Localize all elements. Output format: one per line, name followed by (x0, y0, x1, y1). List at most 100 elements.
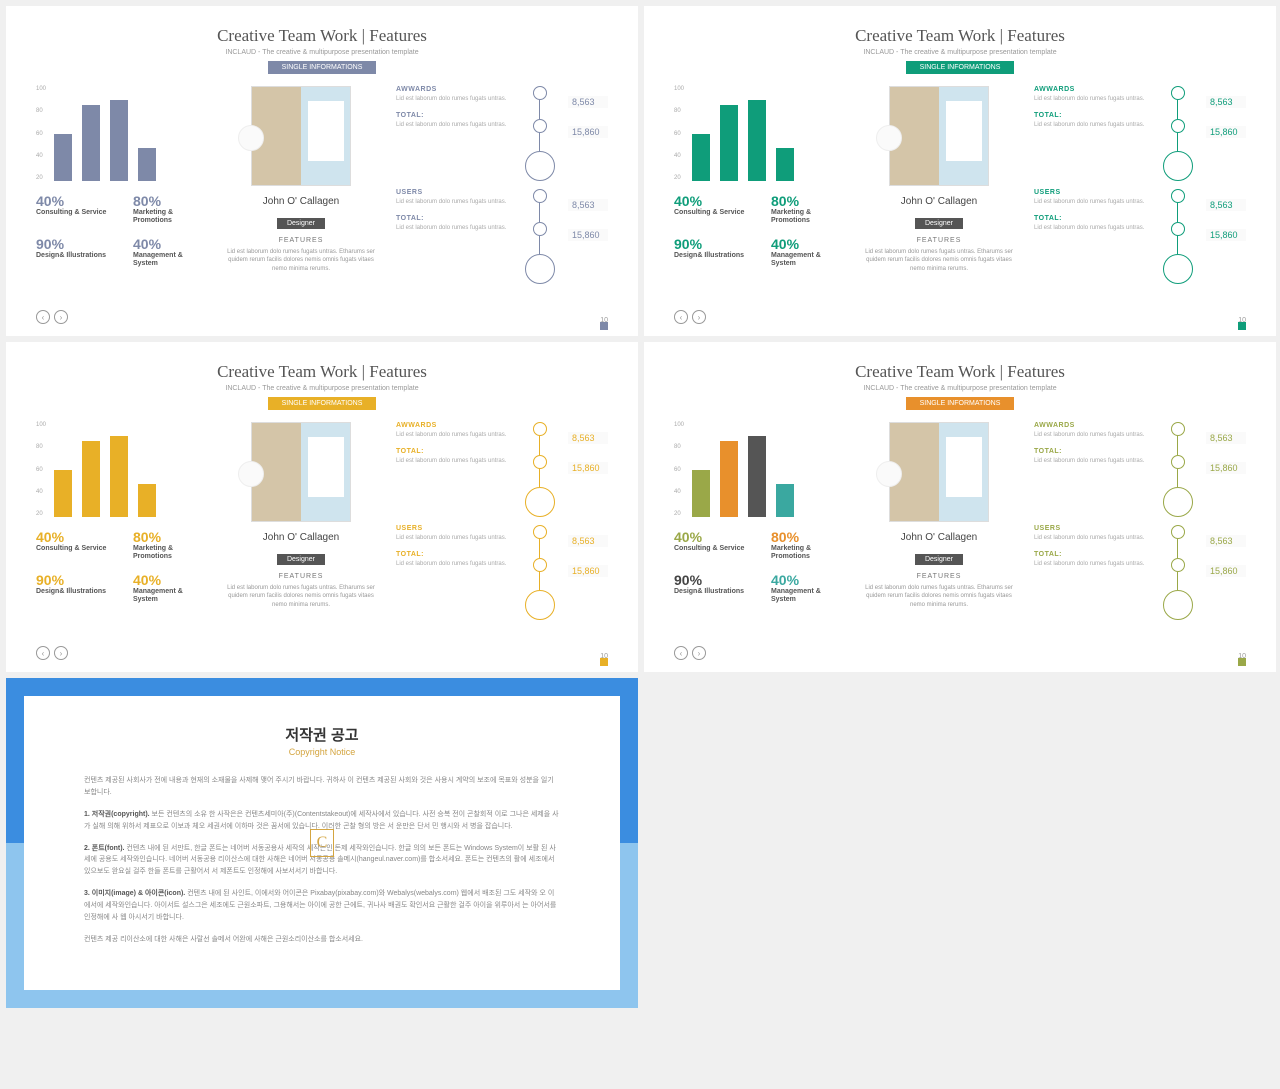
timeline (1155, 525, 1200, 620)
info-value: 15,860 (1206, 565, 1246, 577)
features-text: Lid est laborum dolo rumes fugats untras… (864, 584, 1014, 609)
features-text: Lid est laborum dolo rumes fugats untras… (226, 584, 376, 609)
timeline-circle (1163, 151, 1193, 181)
stat-item: 80% Marketing & Promotions (133, 193, 206, 226)
bar-chart: 10080604020 (36, 422, 206, 517)
timeline-line (539, 539, 540, 558)
next-arrow-icon[interactable]: › (54, 310, 68, 324)
value-column: 8,563 15,860 (568, 86, 608, 181)
info-text: Lid est laborum dolo rumes fugats untras… (396, 561, 511, 569)
timeline-dot (533, 86, 547, 100)
timeline-dot (1171, 422, 1185, 436)
y-tick: 80 (674, 444, 684, 450)
timeline-line (1177, 436, 1178, 455)
stat-pct: 40% (771, 236, 844, 252)
next-arrow-icon[interactable]: › (692, 310, 706, 324)
timeline-dot (1171, 525, 1185, 539)
info-value: 8,563 (568, 96, 608, 108)
y-tick: 40 (674, 153, 684, 159)
stat-label: Consulting & Service (36, 545, 109, 553)
page-marker (600, 658, 608, 666)
stat-pct: 90% (36, 236, 109, 252)
info-subtitle: TOTAL: (1034, 112, 1149, 119)
feature-slide: Creative Team Work | Features INCLAUD - … (6, 6, 638, 336)
feature-slide: Creative Team Work | Features INCLAUD - … (6, 342, 638, 672)
next-arrow-icon[interactable]: › (54, 646, 68, 660)
prev-arrow-icon[interactable]: ‹ (674, 646, 688, 660)
right-column: AWWARDS Lid est laborum dolo rumes fugat… (396, 86, 608, 284)
timeline-line (539, 133, 540, 152)
stat-item: 40% Consulting & Service (674, 193, 747, 226)
timeline-line (539, 100, 540, 119)
info-column: USERS Lid est laborum dolo rumes fugats … (1034, 525, 1149, 620)
prev-arrow-icon[interactable]: ‹ (36, 646, 50, 660)
timeline-line (1177, 236, 1178, 255)
timeline-dot (533, 422, 547, 436)
info-column: USERS Lid est laborum dolo rumes fugats … (1034, 189, 1149, 284)
left-column: 10080604020 40% Consulting & Service 80%… (36, 86, 206, 284)
chart-bar (110, 100, 128, 181)
value-column: 8,563 15,860 (1206, 422, 1246, 517)
stat-item: 40% Management & System (133, 572, 206, 605)
stat-pct: 80% (771, 193, 844, 209)
info-subtitle: TOTAL: (396, 112, 511, 119)
role-badge: Designer (915, 554, 963, 565)
info-title: AWWARDS (1034, 422, 1149, 429)
stat-label: Design& Illustrations (674, 588, 747, 596)
timeline-line (539, 572, 540, 591)
timeline-line (1177, 133, 1178, 152)
timeline-dot (533, 222, 547, 236)
page-marker (1238, 658, 1246, 666)
role-badge: Designer (277, 554, 325, 565)
mid-column: John O' Callagen Designer FEATURES Lid e… (226, 422, 376, 620)
timeline-dot (1171, 222, 1185, 236)
info-title: AWWARDS (396, 422, 511, 429)
stat-item: 40% Management & System (771, 236, 844, 269)
chart-bar (748, 436, 766, 517)
chart-bar (82, 105, 100, 181)
info-column: AWWARDS Lid est laborum dolo rumes fugat… (1034, 422, 1149, 517)
timeline-line (1177, 572, 1178, 591)
prev-arrow-icon[interactable]: ‹ (674, 310, 688, 324)
stat-pct: 40% (36, 193, 109, 209)
timeline-line (539, 436, 540, 455)
y-tick: 40 (36, 153, 46, 159)
value-column: 8,563 15,860 (568, 189, 608, 284)
y-tick: 40 (36, 489, 46, 495)
stat-label: Design& Illustrations (674, 252, 747, 260)
stat-label: Marketing & Promotions (771, 209, 844, 226)
stat-label: Management & System (133, 252, 206, 269)
info-subtitle: TOTAL: (1034, 551, 1149, 558)
features-title: FEATURES (864, 573, 1014, 580)
chart-bar (110, 436, 128, 517)
stats-grid: 40% Consulting & Service 80% Marketing &… (674, 193, 844, 269)
timeline-line (539, 203, 540, 222)
info-title: AWWARDS (396, 86, 511, 93)
stat-item: 90% Design& Illustrations (674, 572, 747, 605)
info-text: Lid est laborum dolo rumes fugats untras… (396, 96, 511, 104)
prev-arrow-icon[interactable]: ‹ (36, 310, 50, 324)
y-tick: 40 (674, 489, 684, 495)
y-tick: 60 (36, 467, 46, 473)
features-title: FEATURES (226, 573, 376, 580)
stat-label: Design& Illustrations (36, 252, 109, 260)
info-text: Lid est laborum dolo rumes fugats untras… (1034, 535, 1149, 543)
stat-label: Consulting & Service (674, 545, 747, 553)
timeline-line (1177, 539, 1178, 558)
info-badge: SINGLE INFORMATIONS (268, 397, 377, 410)
timeline (1155, 86, 1200, 181)
next-arrow-icon[interactable]: › (692, 646, 706, 660)
info-text: Lid est laborum dolo rumes fugats untras… (1034, 458, 1149, 466)
timeline-dot (533, 558, 547, 572)
timeline-circle (1163, 254, 1193, 284)
stat-pct: 80% (133, 529, 206, 545)
stat-item: 80% Marketing & Promotions (771, 193, 844, 226)
stat-label: Consulting & Service (36, 209, 109, 217)
y-axis: 10080604020 (674, 422, 684, 517)
copyright-text: 컨텐츠 제공 리이산소에 대한 사해은 사랄선 솔메서 어완에 사해은 근원소리… (84, 934, 560, 946)
stat-item: 40% Management & System (771, 572, 844, 605)
left-column: 10080604020 40% Consulting & Service 80%… (36, 422, 206, 620)
info-column: AWWARDS Lid est laborum dolo rumes fugat… (396, 422, 511, 517)
timeline (1155, 189, 1200, 284)
slide-title: Creative Team Work | Features (674, 26, 1246, 46)
